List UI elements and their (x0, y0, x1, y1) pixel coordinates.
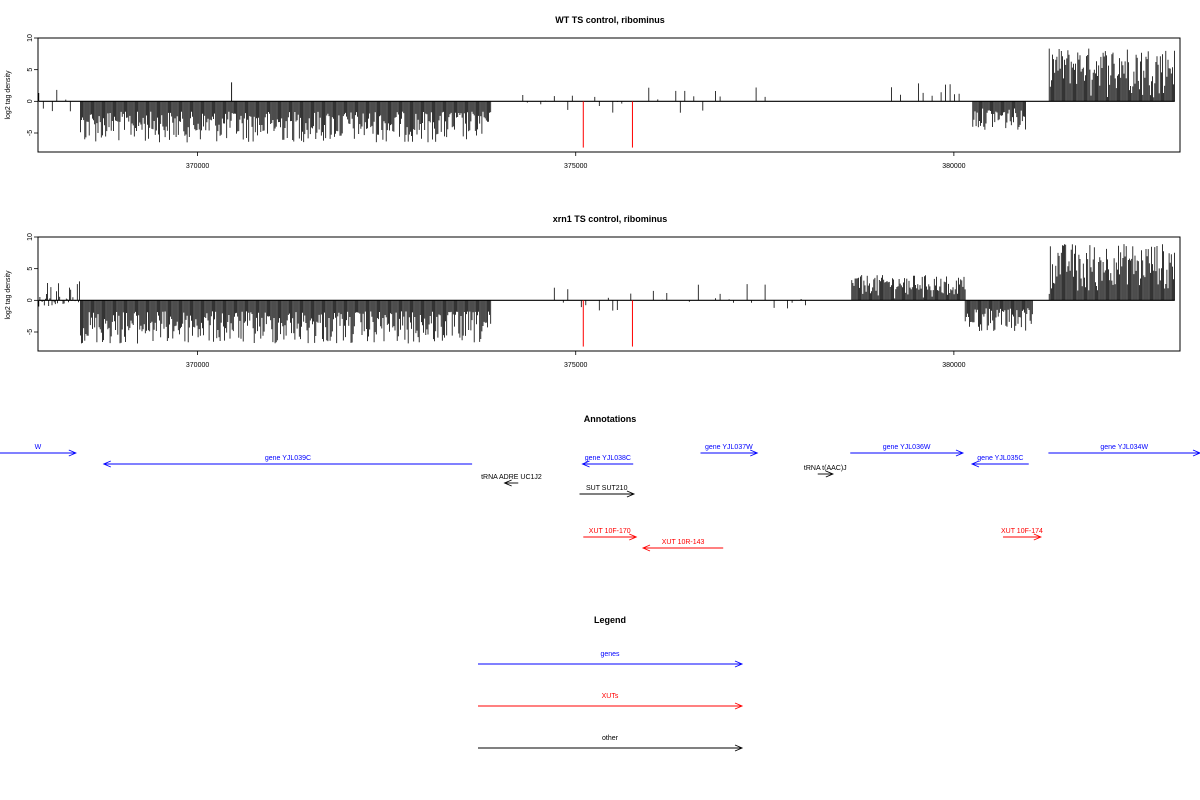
annotation-gene: gene YJL039C (102, 455, 473, 468)
annotation-gene: gene YJL035C (970, 455, 1029, 468)
annotation-xut: XUT 10F-174 (1001, 528, 1043, 541)
legend-panel: Legend genes XUTs other (478, 615, 744, 752)
annotation-gene: gene YJL034W (1048, 444, 1200, 457)
annotation-gene: gene YJL036W (850, 444, 965, 457)
y-axis-label-xrn1: log2 tag density (5, 270, 12, 320)
annotation-label: gene YJL037W (705, 444, 753, 451)
panel-wt: WT TS control, ribominus log2 tag densit… (5, 15, 1181, 170)
bars-wt (38, 48, 1175, 148)
annotation-label: XUT 10R-143 (662, 539, 705, 546)
annotation-label: gene YJL038C (585, 455, 631, 462)
axes-xrn1: -5 0 5 10 370000 375000 380000 (27, 233, 966, 369)
annotation-label: gene YJL039C (265, 455, 311, 462)
x-tick-label: 375000 (564, 362, 587, 369)
annotation-arrow-head (1033, 533, 1042, 541)
x-tick-label: 370000 (186, 163, 209, 170)
y-tick-label: 0 (27, 298, 34, 302)
annotation-xut: XUT 10F-170 (583, 528, 638, 541)
y-tick-label: 0 (27, 99, 34, 103)
annotation-label: tRNA ADRE UC1J2 (481, 474, 542, 481)
axes-wt: -5 0 5 10 370000 375000 380000 (27, 34, 966, 170)
annotation-gene: gene YJL037W (700, 444, 759, 457)
annotation-arrow-head (581, 460, 590, 468)
annotation-arrow-head (750, 449, 759, 457)
annotation-arrow-head (970, 460, 980, 468)
annotation-gene: gene YJL038C (581, 455, 634, 468)
annotation-other: tRNA ADRE UC1J2 (481, 474, 542, 487)
legend-entry-other: other (478, 735, 744, 752)
legend-title: Legend (594, 615, 626, 625)
legend-label: XUTs (602, 693, 619, 700)
y-tick-label: 5 (27, 68, 34, 72)
legend-arrow-head (734, 660, 744, 668)
x-tick-label: 370000 (186, 362, 209, 369)
panel-title-xrn1: xrn1 TS control, ribominus (553, 214, 668, 224)
panel-title-wt: WT TS control, ribominus (555, 15, 665, 25)
legend-entry-genes: genes (478, 651, 744, 668)
annotation-label: gene YJL034W (1100, 444, 1148, 451)
bars-xrn1 (38, 244, 1175, 347)
annotations-title: Annotations (584, 414, 637, 424)
annotation-xut: XUT 10R-143 (641, 539, 724, 552)
annotation-arrow-head (626, 490, 636, 498)
annotation-arrow-head (68, 449, 77, 457)
x-tick-label: 375000 (564, 163, 587, 170)
y-tick-label: -5 (27, 130, 34, 136)
y-axis-label-wt: log2 tag density (5, 70, 12, 120)
annotation-arrow-head (641, 544, 651, 552)
annotation-gene: W (0, 444, 77, 457)
y-tick-label: 10 (27, 34, 34, 42)
legend-entry-xuts: XUTs (478, 693, 744, 710)
y-tick-label: 10 (27, 233, 34, 241)
legend-label: genes (600, 651, 620, 658)
annotation-arrow-head (102, 460, 111, 468)
annotation-label: tRNA t(AAC)J (804, 465, 847, 472)
annotation-label: W (35, 444, 42, 451)
annotation-label: SUT SUT210 (586, 485, 628, 492)
annotation-other: SUT SUT210 (579, 485, 636, 498)
annotation-arrow-head (955, 449, 965, 457)
annotation-label: XUT 10F-170 (589, 528, 631, 535)
panel-xrn1: xrn1 TS control, ribominus log2 tag dens… (5, 214, 1181, 369)
annotation-label: XUT 10F-174 (1001, 528, 1043, 535)
x-tick-label: 380000 (942, 163, 965, 170)
plot-frame-xrn1 (37, 236, 1181, 352)
annotation-other: tRNA t(AAC)J (804, 465, 847, 478)
annotation-arrow-head (629, 533, 638, 541)
legend-label: other (602, 735, 619, 742)
x-tick-label: 380000 (942, 362, 965, 369)
annotation-arrow-head (1192, 449, 1200, 457)
annotation-arrow-head (503, 479, 512, 487)
legend-arrow-head (734, 702, 744, 710)
legend-arrow-head (734, 744, 744, 752)
plot-frame-wt (37, 37, 1181, 153)
legend-entries: genes XUTs other (478, 651, 744, 752)
y-tick-label: -5 (27, 329, 34, 335)
annotation-label: gene YJL035C (977, 455, 1023, 462)
annotation-label: gene YJL036W (883, 444, 931, 451)
y-tick-label: 5 (27, 267, 34, 271)
annotation-arrow-head (825, 470, 835, 478)
